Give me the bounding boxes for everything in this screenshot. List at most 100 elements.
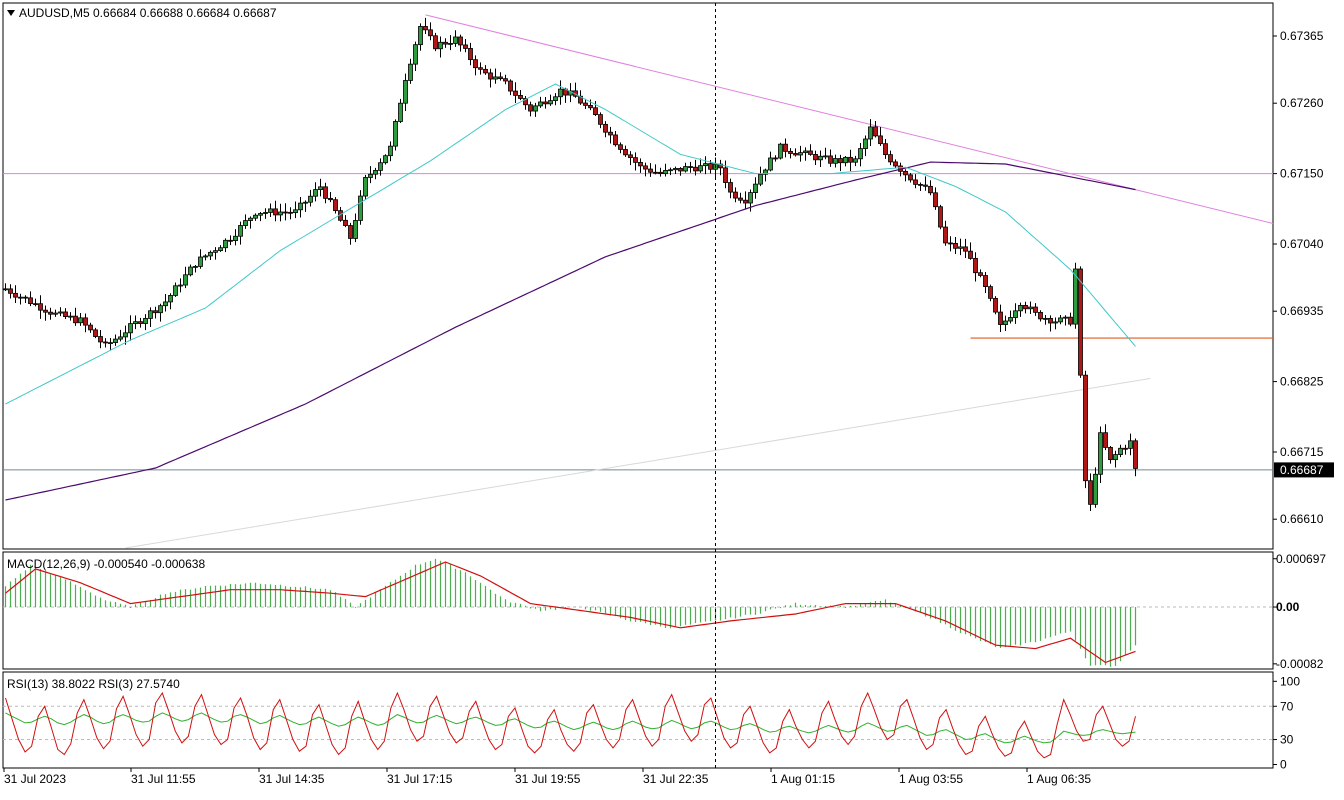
candle-body [983,275,988,288]
candle-body [1093,473,1098,505]
candle [18,293,23,305]
candle [658,167,663,177]
candle [878,127,883,146]
candle-body [818,155,823,161]
rsi-panel[interactable]: 100 70 30 0 RSI(13) 38.8022 RSI(3) 27.5740 [2,671,1300,772]
candle-body [1033,306,1038,313]
time-tick-label: 31 Jul 2023 [4,772,66,786]
candle-body [523,98,528,106]
candle [208,250,213,260]
candle [663,163,668,177]
candle [518,89,523,101]
candle-body [603,123,608,133]
price-tick-label: 0.66825 [1280,375,1324,389]
candle-body [1133,440,1138,469]
candle [183,266,188,289]
candle-series [3,17,1138,511]
candle [288,207,293,220]
candle [273,200,278,222]
candle [253,213,258,221]
candle-body [178,284,183,287]
candle-body [1023,305,1028,310]
candle [1123,444,1128,455]
candle-body [373,169,378,175]
candle [163,293,168,312]
candle-body [933,192,938,208]
candle [88,322,93,333]
candle-body [1003,320,1008,325]
candle-body [948,242,953,245]
candle-body [638,161,643,167]
candle-body [708,163,713,170]
candle [333,197,338,214]
candle [443,38,448,48]
candle-body [718,163,723,169]
candle-body [918,183,923,186]
fast-moving-average-line [5,83,1136,405]
candle-body [428,29,433,37]
candle-body [248,217,253,221]
candle [628,151,633,166]
candle-body [53,312,58,315]
candle-body [313,189,318,197]
candle [453,30,458,47]
candle-body [1113,454,1118,461]
candle [648,163,653,177]
candle [903,169,908,182]
macd-signal-line [5,561,1136,664]
candle [393,119,398,151]
slow-moving-average-line [5,161,1136,501]
candle-body [1128,440,1133,449]
candle [773,155,778,162]
candle-body [623,149,628,156]
candle [783,138,788,158]
candle-body [893,161,898,167]
candle [98,330,103,349]
candle-body [793,153,798,156]
candle [268,203,273,217]
candle-body [198,256,203,267]
candle [1103,424,1108,451]
candle-body [833,158,838,164]
candle-body [128,323,133,334]
candle [998,304,1003,332]
candle [923,176,928,191]
candle [653,164,658,175]
candle-body [468,48,473,61]
candle [243,214,248,229]
candle-body [988,286,993,299]
time-tick-label: 1 Aug 06:35 [1027,772,1091,786]
price-axis: 0.67365 0.67260 0.67150 0.67040 0.66935 0.668… [1273,29,1324,526]
candle [223,238,228,253]
candle [423,17,428,35]
candle [558,80,563,105]
candle-body [18,296,23,299]
candle [468,42,473,66]
candle-body [273,208,278,216]
macd-label: MACD(12,26,9) -0.000540 -0.000638 [7,557,205,571]
candle-body [1098,432,1103,475]
candle [158,303,163,322]
candle-body [433,35,438,50]
macd-panel[interactable]: 0.000697 0.00 -0.00082 MACD(12,26,9) -0.00… [2,551,1326,671]
candle-body [1053,321,1058,324]
candle [293,201,298,219]
candle [178,278,183,293]
candle-body [453,36,458,44]
candle-body [768,157,773,171]
collapse-triangle-icon[interactable] [7,10,15,16]
candle [1133,438,1138,477]
candle-body [643,165,648,170]
price-panel[interactable]: 0.67365 0.67260 0.67150 0.67040 0.66935 0.668… [2,2,1334,550]
candle-body [618,144,623,150]
candle [318,178,323,197]
candle-body [683,166,688,172]
candle-body [8,288,13,294]
candle-body [778,143,783,159]
candle [1088,473,1093,511]
time-tick-label: 31 Jul 17:15 [387,772,453,786]
price-tick-label: 0.67365 [1280,29,1324,43]
candle [768,151,773,172]
candle [1108,445,1113,464]
